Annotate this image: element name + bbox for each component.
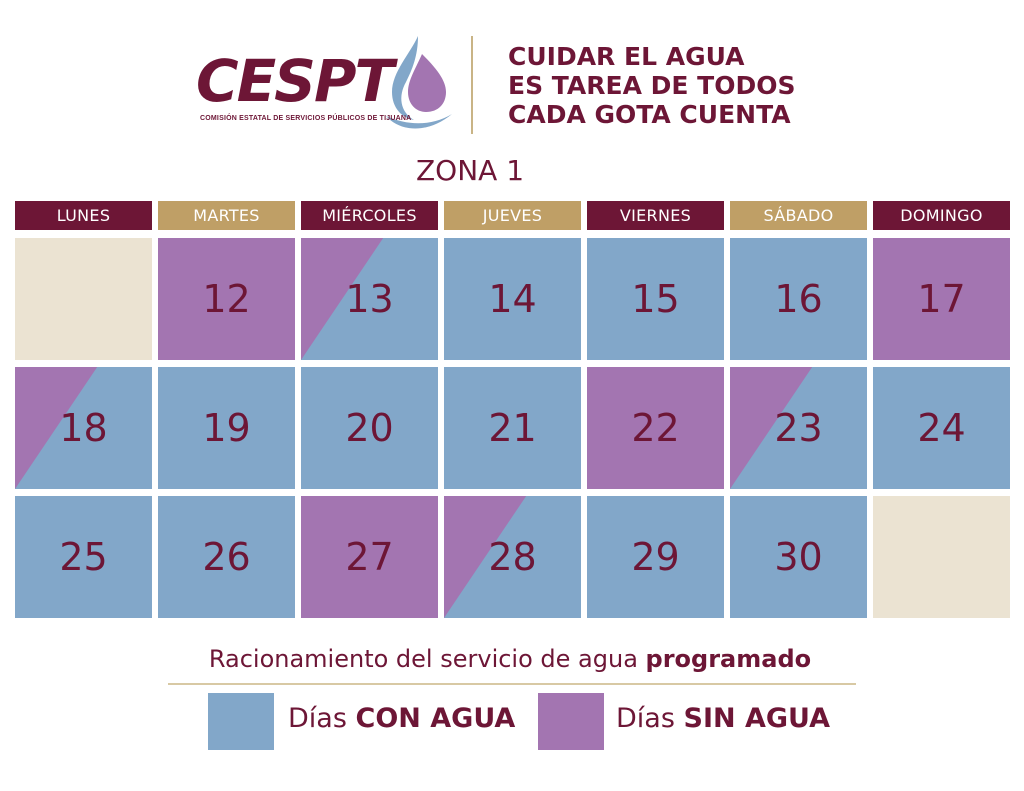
day-number: 16 — [774, 277, 823, 321]
calendar-day-17: 17 — [873, 238, 1010, 360]
legend-label-sin-agua: Días SIN AGUA — [616, 703, 830, 734]
legend-swatch-con-agua — [208, 693, 274, 750]
day-number: 30 — [774, 535, 823, 579]
day-number: 23 — [774, 406, 823, 450]
day-number: 15 — [631, 277, 680, 321]
calendar-day-16: 16 — [730, 238, 867, 360]
calendar-day-13: 13 — [301, 238, 438, 360]
day-number: 25 — [59, 535, 108, 579]
header: CESPT COMISIÓN ESTATAL DE SERVICIOS PÚBL… — [0, 0, 1024, 150]
day-number: 22 — [631, 406, 680, 450]
day-number: 28 — [488, 535, 537, 579]
calendar-empty-cell — [15, 238, 152, 360]
day-number: 18 — [59, 406, 108, 450]
calendar-day-25: 25 — [15, 496, 152, 618]
partial-day-triangle — [444, 496, 527, 618]
day-number: 17 — [917, 277, 966, 321]
calendar-day-12: 12 — [158, 238, 295, 360]
partial-day-triangle — [15, 367, 98, 489]
zone-title: ZONA 1 — [415, 154, 525, 187]
partial-day-triangle — [730, 367, 813, 489]
legend-sin-bold: SIN AGUA — [683, 703, 831, 734]
header-divider — [471, 36, 473, 134]
legend-title: Racionamiento del servicio de agua progr… — [160, 645, 860, 673]
calendar-day-24: 24 — [873, 367, 1010, 489]
legend-swatch-sin-agua — [538, 693, 604, 750]
day-number: 19 — [202, 406, 251, 450]
weekday-header-4: VIERNES — [587, 201, 724, 230]
legend-divider — [168, 683, 856, 685]
calendar-empty-cell — [873, 496, 1010, 618]
calendar-day-27: 27 — [301, 496, 438, 618]
calendar-day-14: 14 — [444, 238, 581, 360]
calendar-day-22: 22 — [587, 367, 724, 489]
day-number: 13 — [345, 277, 394, 321]
legend-con-prefix: Días — [288, 703, 356, 734]
calendar-day-18: 18 — [15, 367, 152, 489]
partial-day-triangle — [301, 238, 384, 360]
weekday-header-3: JUEVES — [444, 201, 581, 230]
slogan: CUIDAR EL AGUA ES TAREA DE TODOS CADA GO… — [508, 42, 795, 129]
calendar-day-20: 20 — [301, 367, 438, 489]
logo-subtitle: COMISIÓN ESTATAL DE SERVICIOS PÚBLICOS D… — [200, 115, 412, 122]
weekday-header-0: LUNES — [15, 201, 152, 230]
legend-label-con-agua: Días CON AGUA — [288, 703, 515, 734]
weekday-header-1: MARTES — [158, 201, 295, 230]
calendar-day-29: 29 — [587, 496, 724, 618]
legend-title-prefix: Racionamiento del servicio de agua — [208, 645, 646, 673]
day-number: 12 — [202, 277, 251, 321]
day-number: 20 — [345, 406, 394, 450]
calendar-day-30: 30 — [730, 496, 867, 618]
legend-title-bold: programado — [645, 645, 812, 673]
calendar-day-15: 15 — [587, 238, 724, 360]
day-number: 29 — [631, 535, 680, 579]
day-number: 26 — [202, 535, 251, 579]
slogan-line-2: ES TAREA DE TODOS — [508, 71, 796, 100]
water-drop-icon — [386, 36, 452, 129]
slogan-line-3: CADA GOTA CUENTA — [508, 100, 791, 129]
day-number: 21 — [488, 406, 537, 450]
day-number: 24 — [917, 406, 966, 450]
day-number: 27 — [345, 535, 394, 579]
calendar-day-23: 23 — [730, 367, 867, 489]
logo-wordmark: CESPT — [196, 47, 394, 115]
calendar-day-28: 28 — [444, 496, 581, 618]
calendar-day-21: 21 — [444, 367, 581, 489]
day-number: 14 — [488, 277, 537, 321]
weekday-header-6: DOMINGO — [873, 201, 1010, 230]
weekday-header-2: MIÉRCOLES — [301, 201, 438, 230]
weekday-header-5: SÁBADO — [730, 201, 867, 230]
slogan-line-1: CUIDAR EL AGUA — [508, 42, 745, 71]
calendar-day-19: 19 — [158, 367, 295, 489]
legend-sin-prefix: Días — [616, 703, 684, 734]
legend-con-bold: CON AGUA — [355, 703, 516, 734]
calendar-day-26: 26 — [158, 496, 295, 618]
